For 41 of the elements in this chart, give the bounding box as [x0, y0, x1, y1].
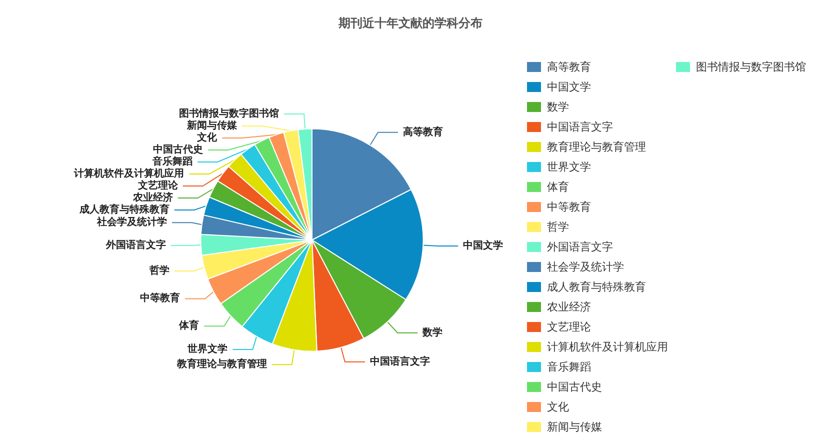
slice-label: 体育 — [178, 320, 200, 332]
legend-label: 社会学及统计学 — [547, 260, 624, 274]
legend-label: 中国语言文字 — [547, 120, 613, 134]
slice-label: 教育理论与教育管理 — [176, 358, 267, 370]
legend-label: 体育 — [547, 180, 569, 194]
slice-label: 中国古代史 — [153, 144, 204, 156]
chart-title: 期刊近十年文献的学科分布 — [338, 16, 482, 30]
slice-label: 中等教育 — [140, 292, 180, 304]
legend-label: 新闻与传媒 — [547, 420, 602, 434]
legend-label: 文艺理论 — [547, 320, 591, 334]
legend-label: 世界文学 — [547, 160, 591, 174]
slice-label: 高等教育 — [402, 126, 443, 138]
legend-label: 农业经济 — [547, 300, 591, 314]
slice-label: 数学 — [422, 326, 443, 338]
slice-label: 农业经济 — [132, 192, 173, 204]
slice-label: 中国语言文字 — [370, 355, 430, 368]
slice-label: 中国文学 — [463, 239, 504, 252]
slice-label: 计算机软件及计算机应用 — [73, 168, 184, 180]
slice-label: 世界文学 — [186, 342, 228, 355]
slice-label: 社会学及统计学 — [96, 216, 167, 228]
slice-label: 新闻与传媒 — [186, 120, 238, 132]
legend-label: 成人教育与特殊教育 — [547, 280, 646, 294]
legend-label: 中等教育 — [547, 200, 591, 214]
legend-label: 外国语言文字 — [547, 240, 613, 254]
legend-label: 计算机软件及计算机应用 — [547, 340, 668, 354]
slice-label: 成人教育与特殊教育 — [78, 204, 170, 216]
slice-label: 文艺理论 — [136, 180, 179, 192]
legend-label: 中国文学 — [547, 80, 591, 94]
legend-label: 高等教育 — [547, 60, 591, 74]
legend-label: 数学 — [547, 100, 569, 114]
slice-label: 文化 — [196, 132, 218, 144]
slice-label: 哲学 — [148, 264, 170, 277]
legend-label: 哲学 — [547, 220, 569, 234]
legend-label: 音乐舞蹈 — [547, 360, 591, 374]
legend-label: 教育理论与教育管理 — [547, 140, 646, 154]
slice-label: 外国语言文字 — [104, 239, 166, 252]
legend-label: 图书情报与数字图书馆 — [696, 60, 806, 74]
legend-label: 中国古代史 — [547, 380, 602, 394]
slice-label: 图书情报与数字图书馆 — [179, 108, 280, 120]
slice-label: 音乐舞蹈 — [152, 156, 193, 168]
legend-label: 文化 — [547, 400, 569, 414]
